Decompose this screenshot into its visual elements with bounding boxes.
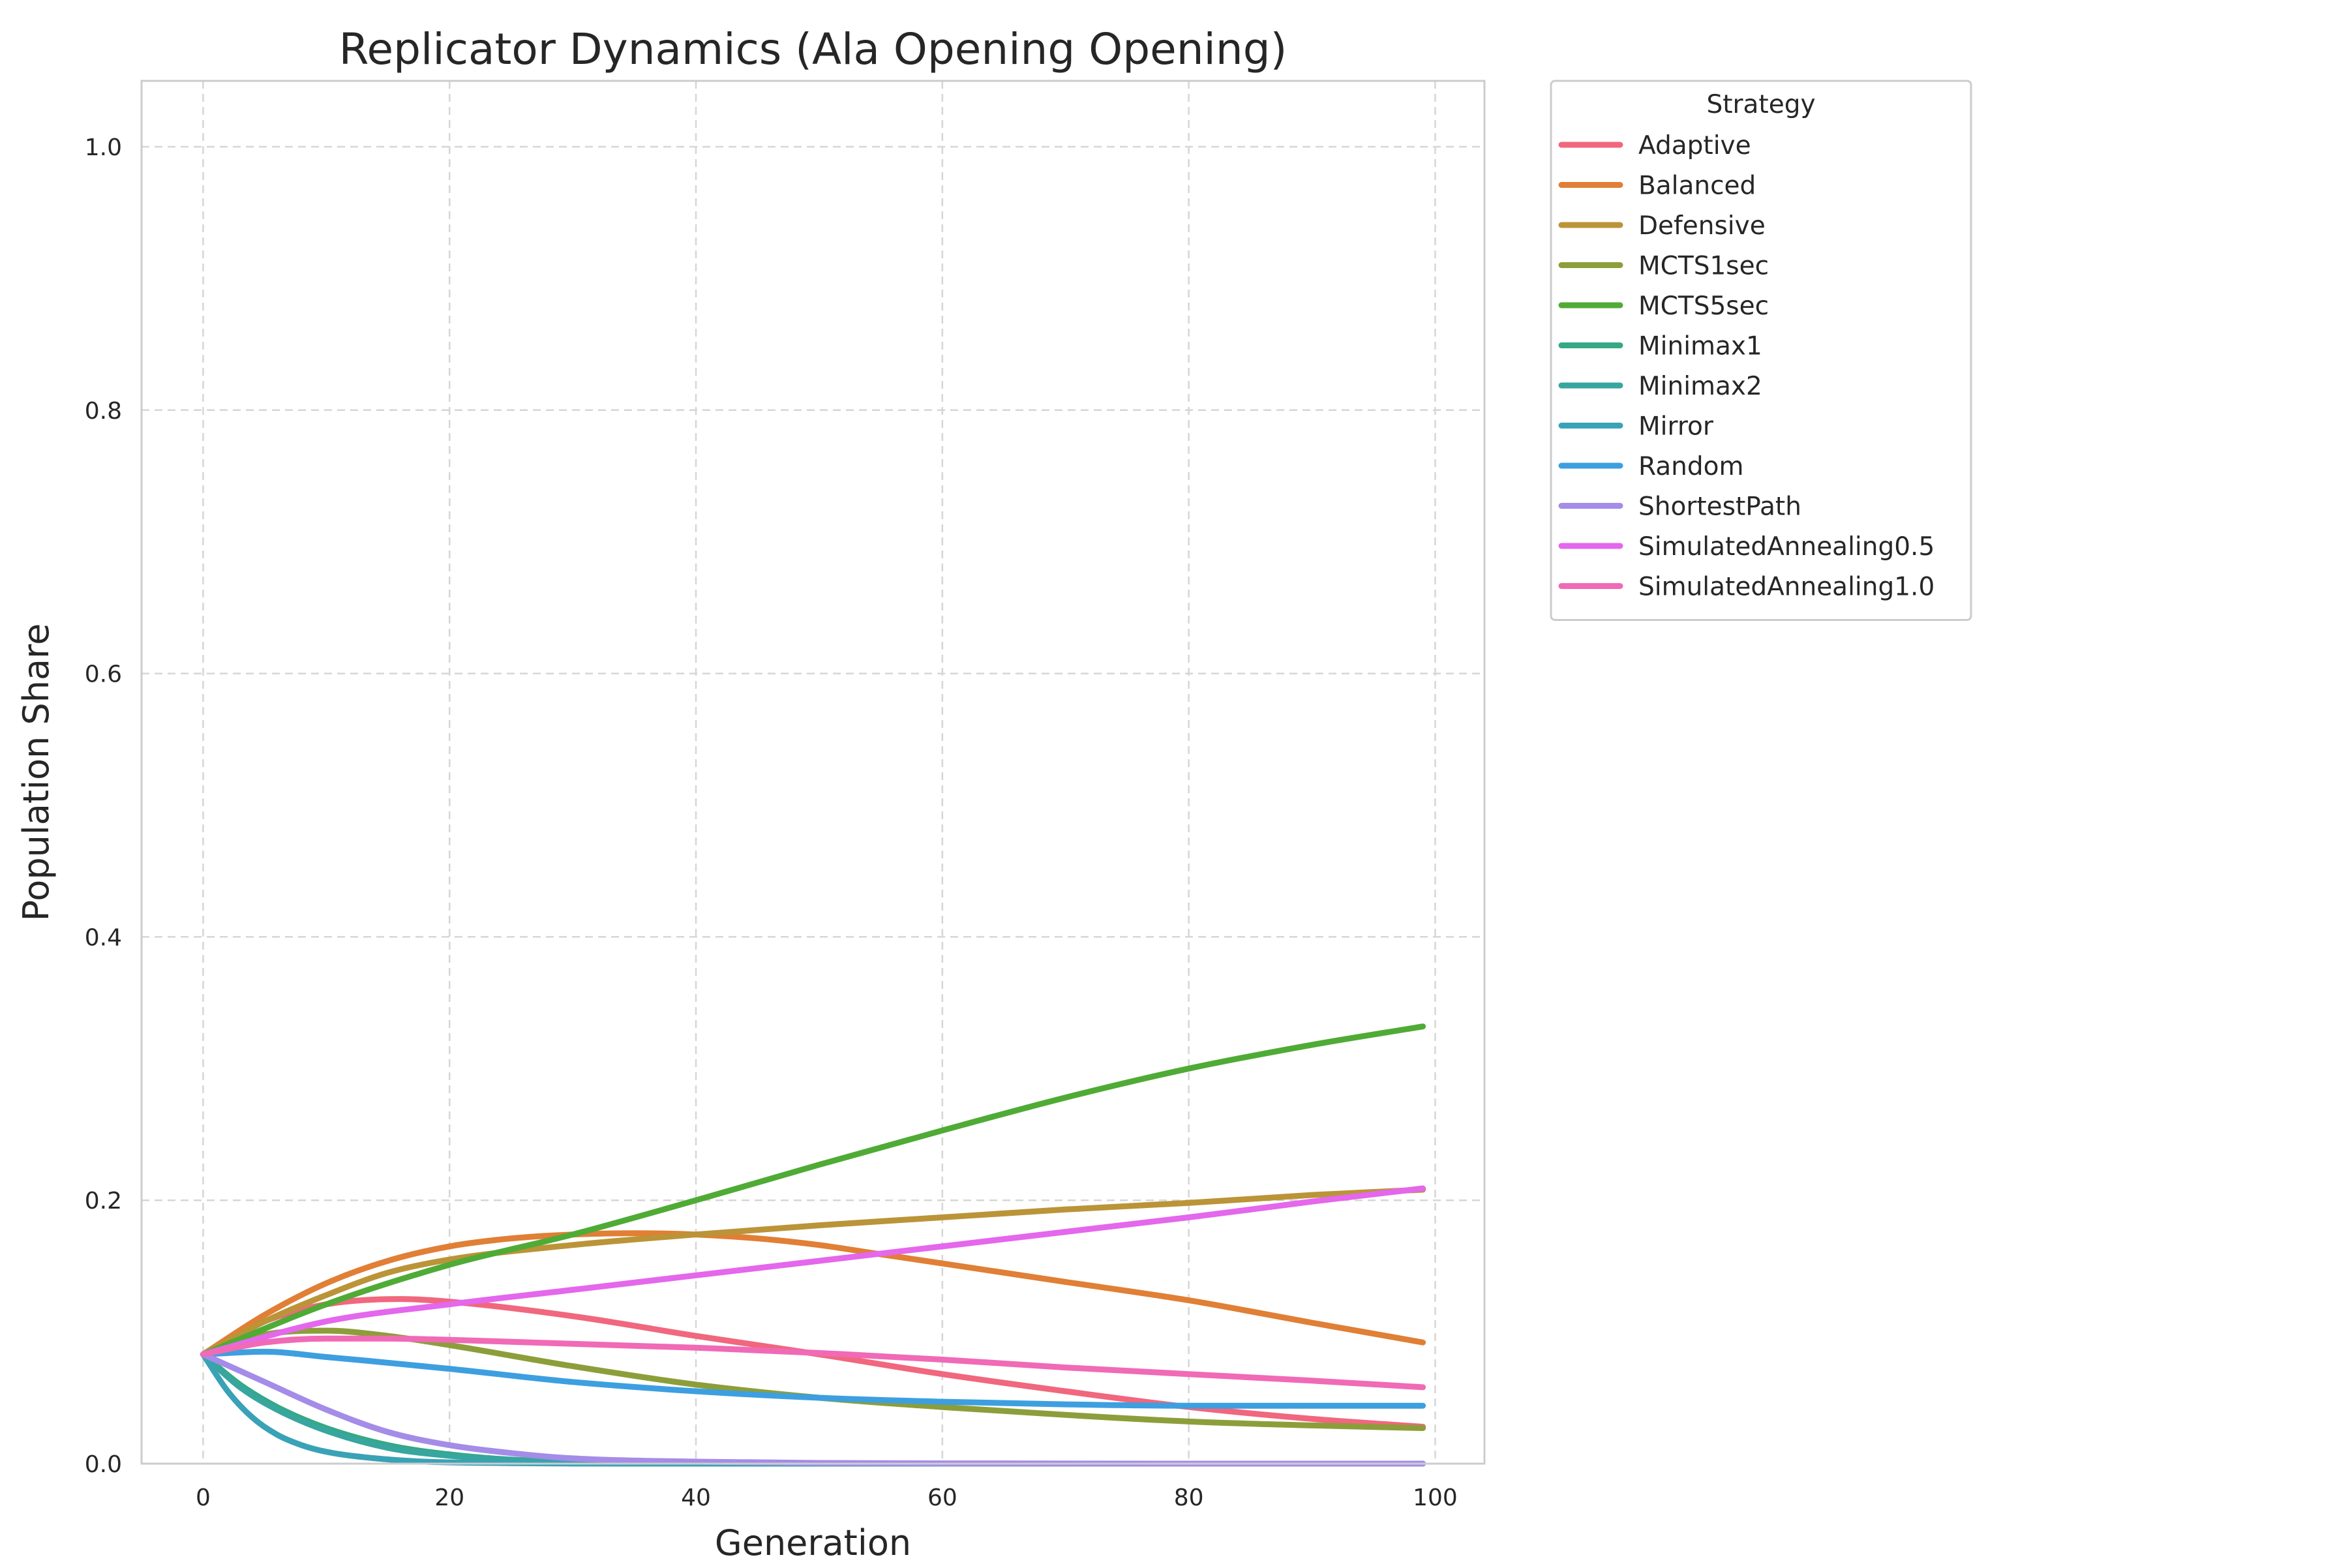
series-line-simulatedannealing1-0 xyxy=(200,1335,1426,1391)
x-axis-title: Generation xyxy=(715,1522,911,1563)
x-tick-label: 100 xyxy=(1413,1485,1458,1511)
y-axis-title: Population Share xyxy=(16,624,57,922)
x-tick-label: 40 xyxy=(681,1485,711,1511)
y-tick-label: 0.8 xyxy=(85,398,122,425)
x-tick-label: 60 xyxy=(927,1485,957,1511)
legend: Strategy Adaptive Balanced Defensive MCTS1s… xyxy=(1550,80,1972,621)
legend-title: Strategy xyxy=(1706,90,1815,119)
legend-label: Mirror xyxy=(1638,412,1714,442)
legend-label: SimulatedAnnealing1.0 xyxy=(1638,573,1934,602)
legend-label: Minimax1 xyxy=(1638,332,1762,361)
y-tick-label: 1.0 xyxy=(85,134,122,161)
legend-label: MCTS5sec xyxy=(1638,292,1769,321)
y-tick-label: 0.4 xyxy=(85,924,122,951)
x-tick-label: 80 xyxy=(1174,1485,1204,1511)
legend-label: Minimax2 xyxy=(1638,372,1762,401)
series-line-balanced xyxy=(200,1230,1426,1357)
x-tick-label: 20 xyxy=(434,1485,464,1511)
plot-frame xyxy=(140,80,1486,1465)
series-line-mcts1sec xyxy=(200,1327,1426,1431)
legend-item-mcts5sec: MCTS5sec xyxy=(1558,292,1769,321)
legend-label: SimulatedAnnealing0.5 xyxy=(1638,532,1934,562)
legend-item-minimax2: Minimax2 xyxy=(1558,372,1762,401)
series-line-mcts5sec xyxy=(200,1023,1426,1357)
legend-label: MCTS1sec xyxy=(1638,252,1769,281)
series-line-random xyxy=(200,1348,1426,1409)
legend-item-simulatedannealing1-0: SimulatedAnnealing1.0 xyxy=(1558,573,1934,602)
legend-box xyxy=(1550,80,1972,621)
legend-item-defensive: Defensive xyxy=(1558,211,1766,241)
legend-item-shortestpath: ShortestPath xyxy=(1558,492,1801,522)
legend-label: Balanced xyxy=(1638,172,1756,201)
legend-label: ShortestPath xyxy=(1638,492,1801,522)
series-lines xyxy=(200,1023,1426,1467)
legend-item-mirror: Mirror xyxy=(1558,412,1714,442)
y-tick-label: 0.6 xyxy=(85,661,122,688)
legend-item-mcts1sec: MCTS1sec xyxy=(1558,252,1769,281)
tick-labels: 0 20 40 60 80 100 0.0 0.2 0.4 0.6 0.8 1.0 xyxy=(85,134,1458,1511)
legend-label: Defensive xyxy=(1638,211,1766,241)
legend-item-random: Random xyxy=(1558,452,1743,481)
x-tick-label: 0 xyxy=(196,1485,211,1511)
series-line-defensive xyxy=(200,1186,1426,1357)
legend-item-minimax1: Minimax1 xyxy=(1558,332,1762,361)
y-tick-label: 0.2 xyxy=(85,1188,122,1214)
y-tick-label: 0.0 xyxy=(85,1451,122,1478)
legend-item-balanced: Balanced xyxy=(1558,172,1756,201)
legend-item-adaptive: Adaptive xyxy=(1558,131,1751,160)
legend-label: Adaptive xyxy=(1638,131,1751,160)
legend-label: Random xyxy=(1638,452,1743,481)
chart-title: Replicator Dynamics (Ala Opening Opening… xyxy=(339,24,1287,74)
legend-items: Adaptive Balanced Defensive MCTS1sec MCTS5se… xyxy=(1558,131,1934,602)
legend-item-simulatedannealing0-5: SimulatedAnnealing0.5 xyxy=(1558,532,1934,562)
series-line-simulatedannealing0-5 xyxy=(200,1185,1426,1357)
grid xyxy=(142,81,1484,1465)
